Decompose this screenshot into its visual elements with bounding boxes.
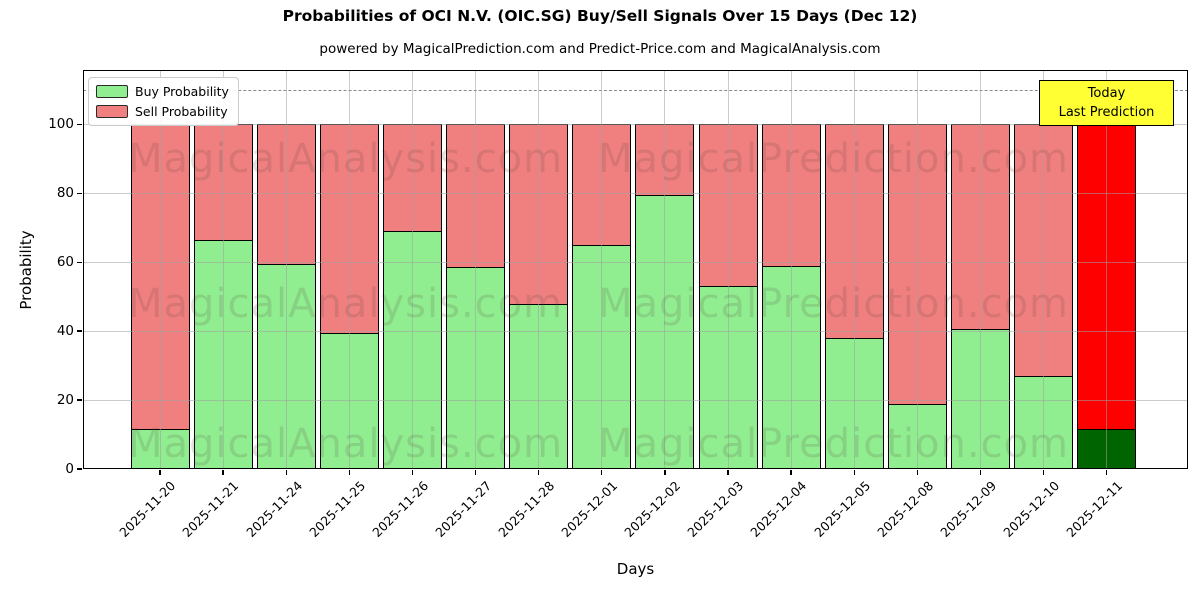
v-gridline: [1106, 70, 1108, 469]
v-gridline: [285, 70, 287, 469]
y-tick-mark: [77, 261, 82, 263]
v-gridline: [475, 70, 477, 469]
x-tick-mark: [916, 470, 919, 475]
x-tick-label: 2025-11-21: [179, 478, 242, 540]
x-tick-label: 2025-12-11: [1063, 478, 1126, 540]
v-gridline: [222, 70, 224, 469]
y-tick-label: 60: [56, 253, 74, 270]
v-gridline: [601, 70, 603, 469]
buy-swatch-icon: [96, 85, 128, 98]
y-tick-mark: [77, 192, 82, 195]
y-tick-label: 100: [48, 115, 74, 132]
x-tick-mark: [1042, 470, 1045, 475]
legend-item-sell: Sell Probability: [96, 104, 229, 119]
x-tick-mark: [474, 470, 477, 475]
v-gridline: [411, 70, 413, 469]
h-gridline: [83, 261, 1188, 263]
x-tick-label: 2025-12-04: [747, 478, 810, 540]
x-tick-mark: [601, 470, 603, 475]
x-tick-label: 2025-12-03: [684, 478, 747, 540]
x-tick-label: 2025-12-09: [937, 478, 1000, 540]
y-tick-mark: [77, 468, 82, 470]
plot-area: [83, 70, 1188, 469]
today-annotation-line1: Today: [1087, 85, 1126, 101]
x-tick-mark: [664, 470, 666, 475]
chart-subtitle: powered by MagicalPrediction.com and Pre…: [319, 41, 881, 57]
dashed-threshold-line: [83, 89, 1188, 91]
y-tick-mark: [77, 399, 82, 401]
x-tick-mark: [222, 470, 224, 475]
today-annotation-box: Today Last Prediction: [1039, 80, 1174, 126]
x-tick-mark: [411, 470, 414, 475]
x-tick-mark: [348, 470, 351, 475]
x-tick-label: 2025-11-28: [495, 478, 558, 540]
x-tick-label: 2025-11-24: [242, 478, 305, 540]
v-gridline: [853, 70, 855, 469]
v-gridline: [159, 70, 161, 469]
y-tick-label: 80: [56, 184, 74, 201]
x-tick-mark: [159, 470, 161, 475]
today-annotation-line2: Last Prediction: [1058, 105, 1155, 120]
y-tick-label: 20: [56, 391, 74, 408]
h-gridline: [83, 330, 1188, 332]
v-gridline: [538, 70, 540, 469]
y-tick-label: 40: [56, 322, 74, 339]
x-axis-label: Days: [616, 560, 655, 578]
x-tick-mark: [790, 470, 792, 475]
v-gridline: [916, 70, 918, 469]
legend: Buy Probability Sell Probability: [88, 77, 239, 126]
x-tick-mark: [537, 470, 540, 475]
x-tick-label: 2025-11-26: [369, 478, 432, 540]
v-gridline: [727, 70, 729, 469]
x-tick-mark: [979, 470, 982, 475]
x-tick-label: 2025-12-01: [558, 478, 621, 540]
x-tick-label: 2025-12-05: [810, 478, 873, 540]
x-tick-mark: [285, 470, 287, 475]
y-tick-mark: [77, 330, 82, 332]
chart-title: Probabilities of OCI N.V. (OIC.SG) Buy/S…: [282, 7, 918, 25]
v-gridline: [979, 70, 981, 469]
h-gridline: [83, 399, 1188, 401]
y-tick-mark: [77, 123, 82, 126]
legend-label: Buy Probability: [135, 84, 229, 99]
x-tick-mark: [727, 470, 729, 475]
sell-swatch-icon: [96, 105, 128, 118]
v-gridline: [348, 70, 350, 469]
legend-item-buy: Buy Probability: [96, 84, 229, 99]
y-tick-label: 0: [65, 460, 74, 477]
v-gridline: [790, 70, 792, 469]
x-tick-label: 2025-11-20: [116, 478, 179, 540]
v-gridline: [664, 70, 666, 469]
x-tick-label: 2025-11-25: [305, 478, 368, 540]
x-tick-label: 2025-12-02: [621, 478, 684, 540]
x-tick-label: 2025-12-10: [1000, 478, 1063, 540]
x-tick-mark: [1106, 470, 1108, 475]
v-gridline: [1043, 70, 1045, 469]
h-gridline: [83, 123, 1188, 125]
x-tick-label: 2025-11-27: [432, 478, 495, 540]
legend-label: Sell Probability: [135, 104, 228, 119]
x-tick-label: 2025-12-08: [873, 478, 936, 540]
x-tick-mark: [853, 470, 855, 475]
h-gridline: [83, 192, 1188, 194]
